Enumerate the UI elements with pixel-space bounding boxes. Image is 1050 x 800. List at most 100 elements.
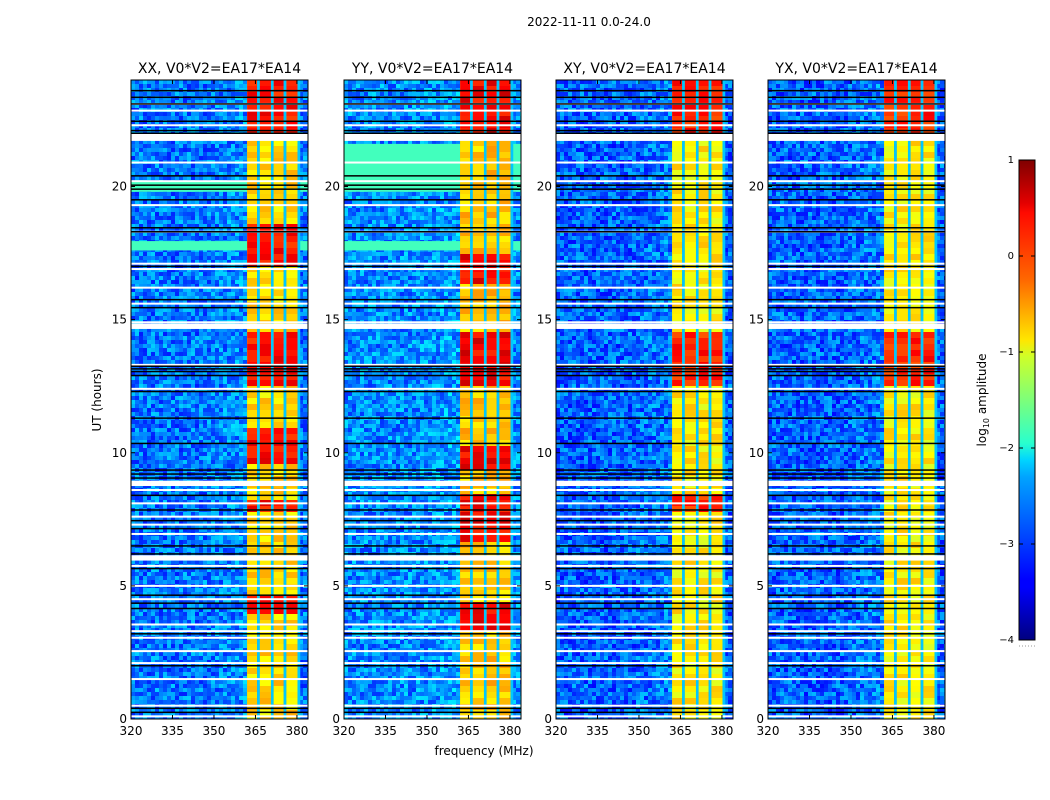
heatmap-cell <box>303 208 307 212</box>
heatmap-cell <box>179 296 183 300</box>
heatmap-cell <box>187 260 191 264</box>
heatmap-cell <box>179 212 183 216</box>
heatmap-cell <box>299 348 303 352</box>
heatmap-cell <box>239 172 243 176</box>
heatmap-cell <box>183 100 187 104</box>
heatmap-cell <box>199 456 203 460</box>
heatmap-cell <box>235 336 239 340</box>
heatmap-cell <box>179 256 183 260</box>
heatmap-cell <box>227 140 231 144</box>
heatmap-cell <box>135 80 139 84</box>
heatmap-cell <box>159 208 163 212</box>
heatmap-cell <box>187 288 191 292</box>
heatmap-cell <box>183 396 187 400</box>
heatmap-cell <box>299 312 303 316</box>
heatmap-cell <box>223 404 227 408</box>
heatmap-cell <box>167 340 171 344</box>
heatmap-cell <box>183 332 187 336</box>
heatmap-cell <box>139 492 143 496</box>
heatmap-cell <box>239 212 243 216</box>
heatmap-cell <box>239 444 243 448</box>
heatmap-cell <box>163 148 167 152</box>
heatmap-cell <box>143 460 147 464</box>
heatmap-cell <box>199 396 203 400</box>
heatmap-cell <box>191 388 195 392</box>
heatmap-cell <box>143 380 147 384</box>
heatmap-cell <box>219 172 223 176</box>
heatmap-cell <box>143 92 147 96</box>
heatmap-cell <box>187 520 191 524</box>
heatmap-cell <box>183 92 187 96</box>
heatmap-cell <box>191 200 195 204</box>
heatmap-cell <box>151 84 155 88</box>
heatmap-cell <box>227 152 231 156</box>
heatmap-cell <box>139 368 143 372</box>
heatmap-cell <box>135 344 139 348</box>
heatmap-cell <box>303 492 307 496</box>
heatmap-cell <box>231 440 235 444</box>
heatmap-cell <box>147 236 151 240</box>
heatmap-cell <box>207 168 211 172</box>
heatmap-cell <box>143 148 147 152</box>
heatmap-cell <box>243 376 247 380</box>
heatmap-cell <box>223 260 227 264</box>
heatmap-cell <box>203 272 207 276</box>
heatmap-cell <box>139 104 143 108</box>
heatmap-cell <box>207 192 211 196</box>
heatmap-cell <box>203 80 207 84</box>
heatmap-cell <box>175 220 179 224</box>
heatmap-cell <box>139 232 143 236</box>
heatmap-cell <box>203 300 207 304</box>
heatmap-cell <box>235 212 239 216</box>
heatmap-cell <box>167 372 171 376</box>
heatmap-cell <box>143 316 147 320</box>
heatmap-cell <box>175 460 179 464</box>
heatmap-cell <box>187 80 191 84</box>
heatmap-cell <box>139 308 143 312</box>
heatmap-cell <box>235 256 239 260</box>
heatmap-cell <box>175 104 179 108</box>
heatmap-cell <box>227 100 231 104</box>
heatmap-cell <box>215 144 219 148</box>
heatmap-cell <box>135 112 139 116</box>
heatmap-cell <box>159 112 163 116</box>
heatmap-cell <box>135 396 139 400</box>
heatmap-cell <box>215 228 219 232</box>
heatmap-cell <box>199 352 203 356</box>
heatmap-cell <box>195 444 199 448</box>
heatmap-cell <box>235 456 239 460</box>
heatmap-cell <box>135 224 139 228</box>
heatmap-cell <box>155 176 159 180</box>
heatmap-cell <box>207 116 211 120</box>
heatmap-cell <box>235 92 239 96</box>
heatmap-cell <box>183 460 187 464</box>
heatmap-cell <box>155 152 159 156</box>
heatmap-cell <box>211 380 215 384</box>
heatmap-cell <box>183 340 187 344</box>
heatmap-cell <box>183 224 187 228</box>
heatmap-cell <box>139 404 143 408</box>
heatmap-cell <box>299 368 303 372</box>
heatmap-cell <box>167 448 171 452</box>
heatmap-cell <box>299 304 303 308</box>
heatmap-cell <box>227 168 231 172</box>
heatmap-cell <box>179 272 183 276</box>
heatmap-cell <box>223 232 227 236</box>
heatmap-cell <box>203 152 207 156</box>
heatmap-cell <box>135 448 139 452</box>
heatmap-cell <box>131 512 135 516</box>
heatmap-cell <box>151 336 155 340</box>
heatmap-cell <box>303 84 307 88</box>
heatmap-cell <box>235 372 239 376</box>
heatmap-cell <box>215 152 219 156</box>
heatmap-cell <box>299 92 303 96</box>
heatmap-cell <box>183 444 187 448</box>
heatmap-cell <box>299 356 303 360</box>
heatmap-cell <box>147 500 151 504</box>
heatmap-cell <box>207 464 211 468</box>
heatmap-cell <box>199 216 203 220</box>
heatmap-cell <box>219 296 223 300</box>
heatmap-cell <box>163 496 167 500</box>
heatmap-cell <box>207 360 211 364</box>
heatmap-cell <box>175 452 179 456</box>
